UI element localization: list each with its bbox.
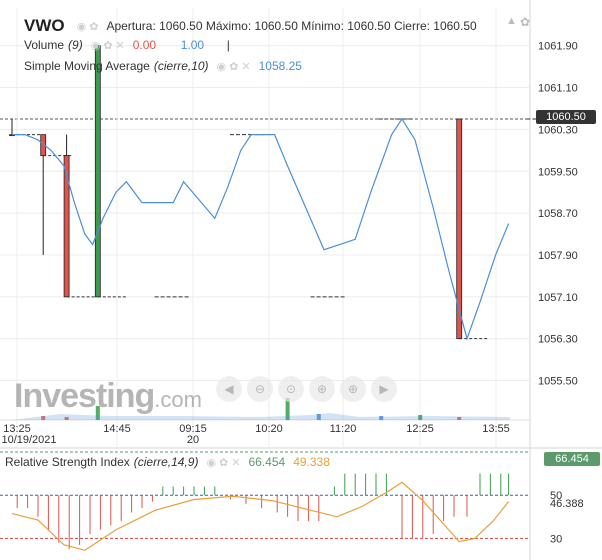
volume-label: Volume (24, 38, 65, 52)
gear-icon[interactable]: ✿ (89, 20, 99, 33)
candle-body (456, 118, 463, 340)
eye-icon[interactable]: ◉ (90, 39, 101, 52)
date-tick-label: 10/19/2021 (1, 434, 56, 446)
price-tick-label: 1058.70 (538, 208, 578, 220)
close-icon[interactable]: ✕ (115, 39, 125, 52)
header-legend: VWO ◉ ✿ Apertura: 1060.50 Máximo: 1060.5… (24, 15, 530, 36)
sma-value: 1058.25 (258, 59, 302, 73)
scroll-right-icon[interactable]: ▶ (371, 376, 397, 402)
settings-icon[interactable]: ✿ (520, 15, 531, 29)
volume-bar (379, 416, 384, 420)
watermark-suffix: .com (154, 387, 202, 412)
time-tick-label: 10:20 (255, 423, 283, 435)
zoom-in-icon[interactable]: ⊕ (309, 376, 335, 402)
zoom-in-plus-icon[interactable]: ⊕ (340, 376, 366, 402)
volume-param: (9) (68, 38, 83, 52)
rsi-legend: Relative Strength Index (cierre,14,9) ◉ … (5, 455, 330, 469)
volume-bar (285, 398, 290, 420)
reset-zoom-icon[interactable]: ⊙ (278, 376, 304, 402)
current-price-tag: 1060.50 (536, 110, 596, 124)
eye-icon[interactable]: ◉ (216, 60, 227, 73)
price-tick-label: 1061.10 (538, 83, 578, 95)
rsi-label: Relative Strength Index (5, 455, 130, 469)
scroll-left-icon[interactable]: ◀ (216, 376, 242, 402)
price-tick-label: 1057.90 (538, 250, 578, 262)
rsi-line (11, 481, 510, 551)
time-tick-label: 11:20 (330, 423, 357, 435)
gear-icon[interactable]: ✿ (229, 60, 239, 73)
sma-path (12, 117, 510, 341)
time-tick-label: 13:55 (482, 423, 510, 435)
volume-legend: Volume (9) ◉ ✿ ✕ 0.00 1.00 | (24, 38, 230, 52)
time-tick-label: 12:25 (406, 423, 434, 435)
rsi-controls: ◉ ✿ ✕ (206, 456, 240, 469)
gear-icon[interactable]: ✿ (103, 39, 113, 52)
watermark-brand: Investing (14, 377, 155, 415)
rsi-signal-value: 49.338 (293, 455, 330, 469)
volume-value-down: 0.00 (132, 38, 157, 52)
rsi-param: (cierre,14,9) (133, 455, 199, 469)
time-tick-label: 13:25 (3, 423, 31, 435)
volume-ma-area (12, 413, 510, 420)
price-tick-label: 1059.50 (538, 166, 578, 178)
time-tick-label: 14:45 (103, 423, 131, 435)
rsi-tick-label: 30 (550, 533, 562, 545)
sma-line (12, 117, 510, 341)
volume-bars (12, 398, 510, 420)
price-tick-label: 1061.90 (538, 41, 578, 53)
price-axis: 1061.90 1061.10 1060.30 1059.50 1058.70 1057.… (538, 41, 578, 388)
volume-bar (316, 414, 321, 420)
volume-bar (64, 417, 69, 420)
rsi-value: 66.454 (248, 455, 286, 469)
candles (9, 45, 563, 340)
eye-icon[interactable]: ◉ (206, 456, 217, 469)
volume-bar (418, 415, 423, 420)
symbol-title: VWO (24, 16, 65, 35)
close-icon[interactable]: ✕ (241, 60, 251, 73)
volume-bar (95, 406, 100, 420)
rsi-tick-label: 46.388 (550, 498, 584, 510)
eye-icon[interactable]: ◉ (76, 20, 87, 33)
cursor-marker: | (226, 38, 230, 52)
price-tick-label: 1055.50 (538, 376, 578, 388)
gear-icon[interactable]: ✿ (219, 456, 229, 469)
rsi-current-tag: 66.454 (544, 452, 600, 466)
close-icon[interactable]: ✕ (231, 456, 241, 469)
ohlc-readout: Apertura: 1060.50 Máximo: 1060.50 Mínimo… (106, 19, 477, 33)
time-tick-label: 09:15 (179, 423, 207, 435)
price-tick-label: 1057.10 (538, 292, 578, 304)
rsi-tick-label: 50 (550, 490, 562, 502)
sma-legend: Simple Moving Average (cierre,10) ◉ ✿ ✕ … (24, 59, 302, 73)
volume-bar (457, 417, 462, 420)
investing-watermark: Investing.com (14, 377, 202, 416)
chart-type-icon[interactable]: ▲ (506, 15, 517, 27)
date-tick-label: 20 (187, 434, 199, 446)
sma-param: (cierre,10) (153, 59, 209, 73)
volume-bar (41, 416, 46, 420)
price-tick-label: 1060.30 (538, 124, 578, 136)
header-controls: ◉ ✿ (77, 20, 99, 33)
sma-label: Simple Moving Average (24, 59, 150, 73)
candle-body (94, 45, 101, 298)
zoom-out-icon[interactable]: ⊖ (247, 376, 273, 402)
volume-controls: ◉ ✿ ✕ (91, 39, 125, 52)
price-tick-label: 1056.30 (538, 334, 578, 346)
sma-controls: ◉ ✿ ✕ (217, 60, 251, 73)
volume-value-up: 1.00 (180, 38, 205, 52)
